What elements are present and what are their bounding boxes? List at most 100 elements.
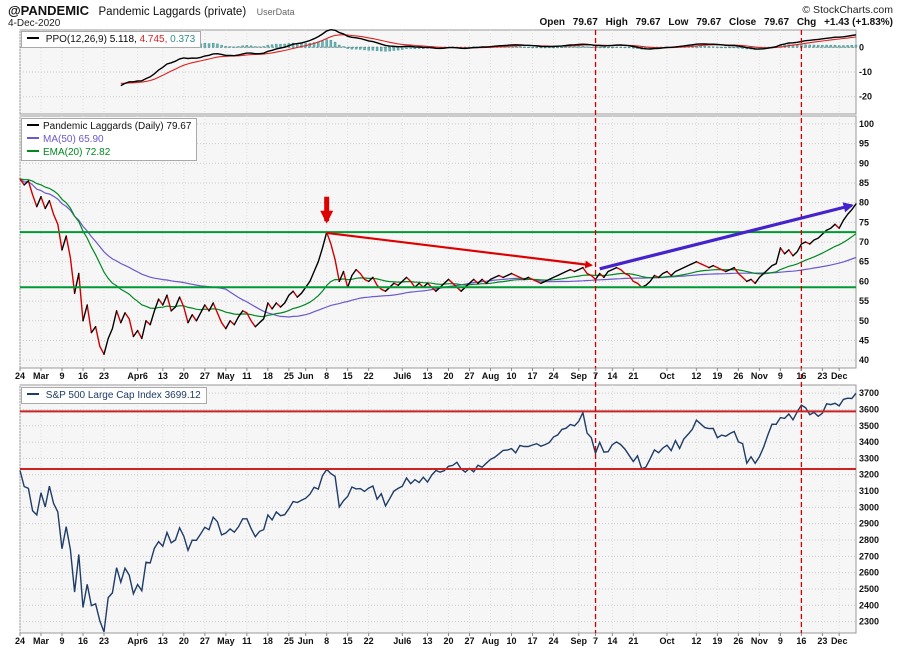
y-axis-labels: 0 -10 -20 100 95 90 85 80 75 70 65 60 55 50 45 40 3700 36…: [859, 42, 879, 626]
chg-label: Chg: [796, 17, 817, 28]
svg-text:23: 23: [99, 636, 109, 646]
svg-text:9: 9: [60, 371, 65, 381]
sp500-panel: [19, 384, 857, 634]
svg-text:Sep: Sep: [570, 636, 587, 646]
svg-text:90: 90: [859, 158, 869, 168]
stockcharts-copyright-link[interactable]: © StockCharts.com: [802, 4, 893, 16]
price-legend-label: Pandemic Laggards (Daily) 79.67: [43, 121, 192, 132]
svg-text:Aug: Aug: [482, 371, 500, 381]
svg-text:2700: 2700: [859, 551, 879, 561]
svg-text:18: 18: [263, 371, 273, 381]
svg-text:Jun: Jun: [298, 371, 314, 381]
svg-text:3300: 3300: [859, 453, 879, 463]
ppo-line-swatch: [27, 37, 39, 39]
svg-text:24: 24: [15, 636, 25, 646]
svg-text:100: 100: [859, 119, 874, 129]
main-legend: Pandemic Laggards (Daily) 79.67 MA(50) 6…: [21, 118, 198, 161]
svg-text:85: 85: [859, 178, 869, 188]
svg-text:8: 8: [324, 371, 329, 381]
svg-text:-20: -20: [859, 92, 872, 102]
svg-text:9: 9: [60, 636, 65, 646]
ma50-line-swatch: [27, 137, 39, 139]
svg-text:13: 13: [422, 636, 432, 646]
ema20-line-swatch: [27, 150, 39, 152]
svg-text:0: 0: [859, 42, 864, 52]
svg-text:14: 14: [607, 636, 617, 646]
svg-text:80: 80: [859, 198, 869, 208]
svg-text:Jul6: Jul6: [393, 371, 411, 381]
svg-text:21: 21: [628, 371, 638, 381]
ppo-legend-label: PPO(12,26,9): [45, 34, 107, 45]
svg-text:Dec: Dec: [831, 636, 848, 646]
svg-text:Dec: Dec: [831, 371, 848, 381]
svg-text:Jun: Jun: [298, 636, 314, 646]
svg-text:25: 25: [284, 636, 294, 646]
svg-text:10: 10: [507, 636, 517, 646]
ppo-hist-value: 0.373: [170, 34, 196, 45]
svg-text:2300: 2300: [859, 617, 879, 627]
svg-text:23: 23: [817, 371, 827, 381]
svg-text:60: 60: [859, 276, 869, 286]
svg-text:11: 11: [242, 636, 252, 646]
svg-text:20: 20: [443, 371, 453, 381]
ema20-legend-label: EMA(20) 72.82: [43, 147, 111, 158]
svg-text:7: 7: [593, 636, 598, 646]
svg-text:45: 45: [859, 335, 869, 345]
main-legend-price-row: Pandemic Laggards (Daily) 79.67: [27, 120, 191, 133]
svg-text:20: 20: [443, 636, 453, 646]
svg-text:20: 20: [179, 371, 189, 381]
svg-text:3700: 3700: [859, 388, 879, 398]
svg-text:20: 20: [179, 636, 189, 646]
svg-text:27: 27: [200, 636, 210, 646]
svg-text:17: 17: [528, 371, 538, 381]
svg-text:3100: 3100: [859, 486, 879, 496]
svg-text:16: 16: [796, 371, 806, 381]
chart-title: Pandemic Laggards (private): [98, 6, 247, 18]
x-axis-main: 24 Mar 9 16 23 Apr6 13 20 27 May 11 18 25 Jun 8 15 22 Jul…: [15, 368, 847, 381]
svg-text:7: 7: [593, 371, 598, 381]
chart-source-tag: UserData: [256, 7, 295, 17]
main-panel: [19, 115, 857, 369]
svg-text:Apr6: Apr6: [127, 371, 148, 381]
chart-symbol: @PANDEMIC: [8, 3, 90, 18]
svg-text:Oct: Oct: [659, 636, 674, 646]
svg-text:75: 75: [859, 217, 869, 227]
high-value: 79.67: [635, 17, 661, 28]
svg-text:24: 24: [15, 371, 25, 381]
red-trendline-arrow: [326, 231, 593, 269]
open-value: 79.67: [572, 17, 598, 28]
low-label: Low: [668, 17, 689, 28]
svg-text:23: 23: [817, 636, 827, 646]
svg-text:8: 8: [324, 636, 329, 646]
svg-text:Oct: Oct: [659, 371, 674, 381]
svg-text:16: 16: [796, 636, 806, 646]
sp500-legend-label: S&P 500 Large Cap Index 3699.12: [45, 390, 201, 401]
svg-text:3000: 3000: [859, 502, 879, 512]
sp500-line-swatch: [27, 393, 39, 395]
svg-text:55: 55: [859, 296, 869, 306]
svg-text:24: 24: [549, 636, 559, 646]
svg-text:2800: 2800: [859, 535, 879, 545]
svg-text:26: 26: [733, 636, 743, 646]
chart-header: @PANDEMIC Pandemic Laggards (private) Us…: [8, 2, 295, 20]
main-legend-ema20-row: EMA(20) 72.82: [27, 146, 191, 159]
svg-text:26: 26: [733, 371, 743, 381]
svg-text:27: 27: [464, 636, 474, 646]
svg-text:95: 95: [859, 139, 869, 149]
svg-text:Nov: Nov: [751, 636, 768, 646]
svg-text:22: 22: [364, 636, 374, 646]
svg-text:Mar: Mar: [33, 371, 50, 381]
svg-text:14: 14: [607, 371, 617, 381]
open-label: Open: [539, 17, 565, 28]
svg-text:Aug: Aug: [482, 636, 500, 646]
svg-text:2600: 2600: [859, 568, 879, 578]
svg-text:9: 9: [778, 636, 783, 646]
svg-text:3500: 3500: [859, 421, 879, 431]
svg-text:2500: 2500: [859, 584, 879, 594]
svg-text:23: 23: [99, 371, 109, 381]
svg-text:May: May: [217, 371, 235, 381]
svg-text:13: 13: [158, 636, 168, 646]
